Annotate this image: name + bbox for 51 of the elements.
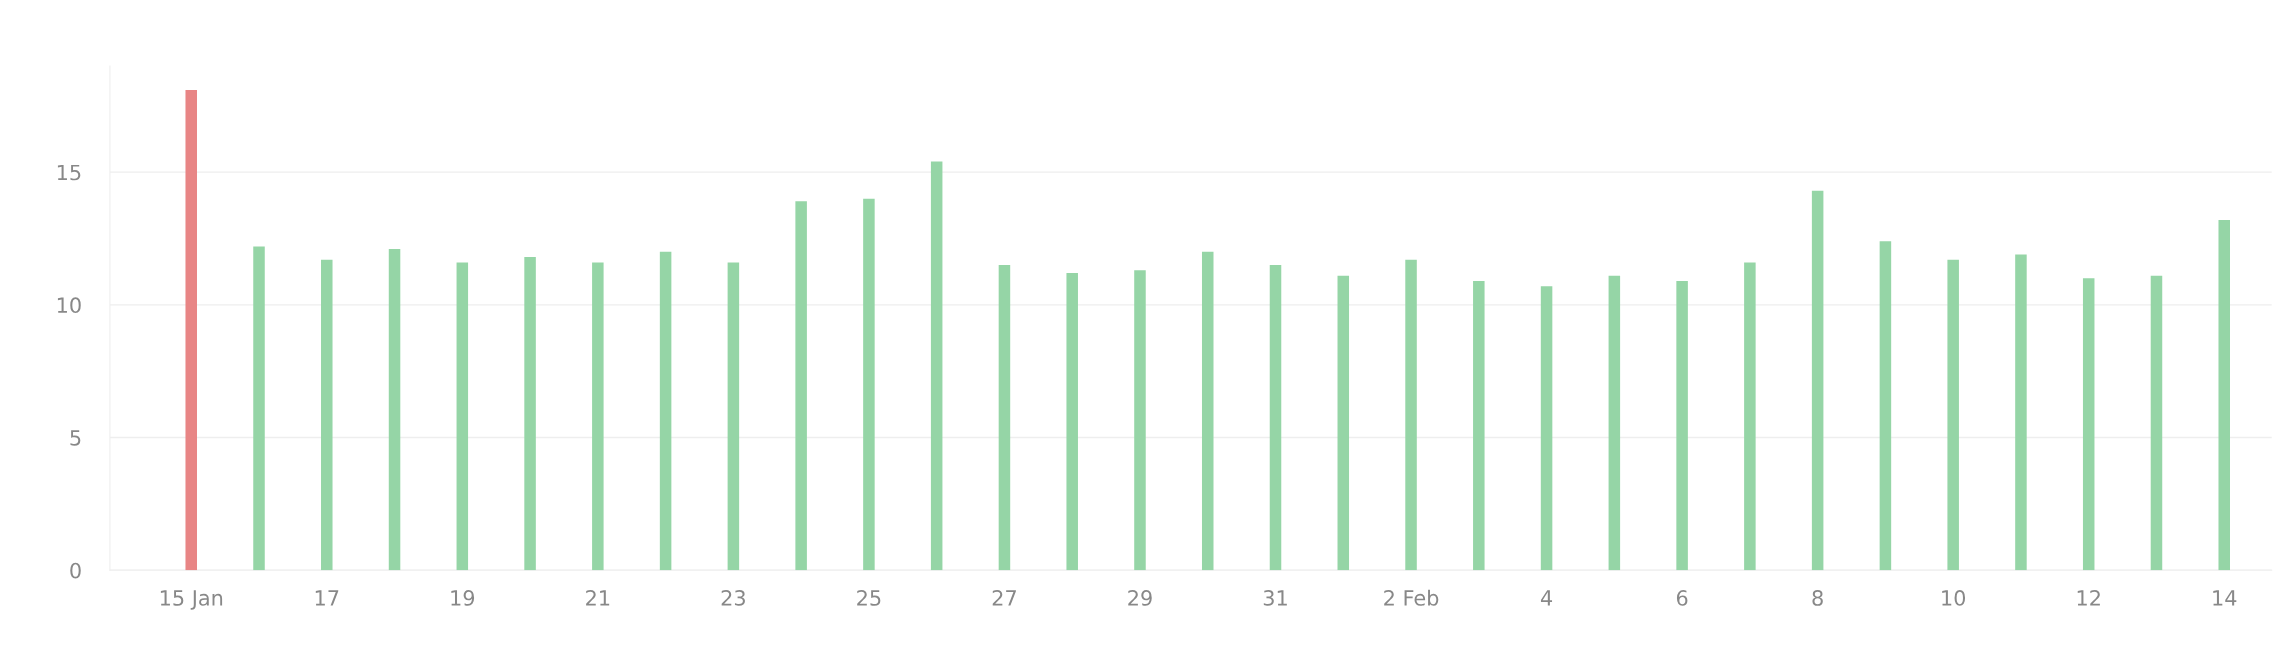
bar — [456, 262, 469, 571]
x-tick-label: 27 — [992, 590, 1016, 606]
bar — [321, 259, 333, 571]
bar — [1201, 251, 1214, 571]
bar — [2218, 219, 2230, 571]
bar — [1879, 241, 1892, 571]
bar — [998, 265, 1011, 571]
bar — [388, 249, 401, 571]
x-tick-label: 29 — [1128, 590, 1152, 606]
y-tick-label: 10 — [57, 297, 81, 314]
bar — [1134, 270, 1146, 571]
x-tick-label: 2 Feb — [1384, 589, 1439, 606]
bar — [1269, 265, 1282, 571]
bar — [1540, 286, 1553, 571]
x-tick-label: 6 — [1676, 590, 1688, 606]
bar — [2082, 278, 2095, 571]
bar — [524, 257, 536, 571]
y-tick-label: 5 — [70, 430, 81, 446]
x-tick-label: 8 — [1812, 590, 1823, 606]
bar — [1473, 280, 1485, 571]
bar — [2015, 254, 2027, 571]
x-tick-label: 21 — [586, 590, 610, 606]
x-tick-label: 23 — [721, 590, 745, 606]
bar — [2150, 275, 2163, 571]
bar — [592, 262, 604, 571]
bar — [1947, 259, 1959, 571]
bar — [727, 262, 740, 571]
x-tick-label: 17 — [315, 590, 339, 606]
x-tick-label: 14 — [2213, 590, 2237, 606]
x-tick-label: 4 — [1540, 590, 1553, 606]
x-tick-label: 15 Jan — [160, 590, 223, 610]
bar — [795, 201, 807, 571]
bar — [1608, 275, 1621, 571]
bar — [185, 89, 197, 571]
x-tick-label: 25 — [857, 590, 881, 606]
bar — [1066, 273, 1078, 571]
bar — [1337, 275, 1350, 571]
bar — [1811, 190, 1824, 571]
bar — [1676, 280, 1688, 571]
bar — [1405, 259, 1417, 571]
y-tick-label: 15 — [57, 164, 81, 181]
y-tick-label: 0 — [70, 562, 81, 579]
bar — [1744, 262, 1756, 571]
bar — [863, 198, 875, 571]
bar — [659, 251, 672, 571]
x-tick-label: 12 — [2077, 590, 2100, 606]
x-tick-label: 19 — [451, 590, 475, 606]
bar — [253, 246, 265, 571]
bar — [930, 161, 943, 571]
x-tick-label: 10 — [1942, 590, 1966, 606]
x-tick-label: 31 — [1263, 590, 1287, 606]
